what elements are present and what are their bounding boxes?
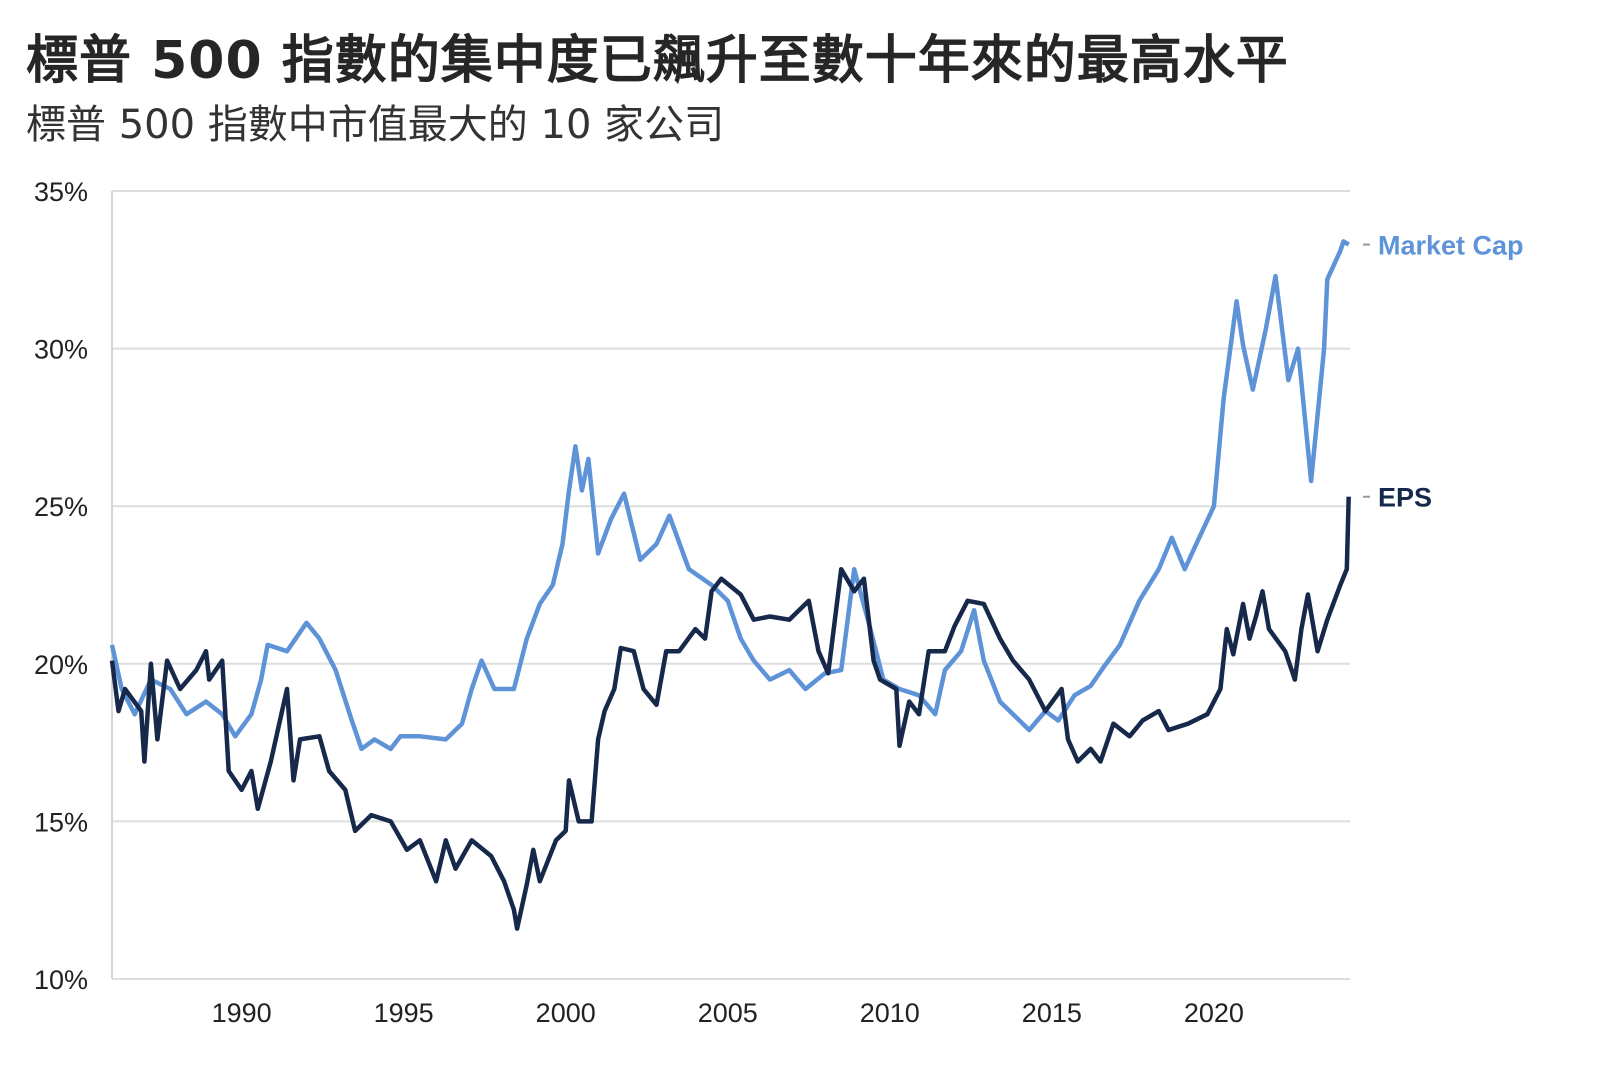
y-tick-label: 10% bbox=[34, 965, 88, 995]
chart-subtitle: 標普 500 指數中市值最大的 10 家公司 bbox=[26, 102, 725, 148]
x-tick-label: 1995 bbox=[374, 998, 434, 1028]
series-label: Market Cap bbox=[1378, 231, 1524, 261]
series-line-market-cap bbox=[109, 239, 1350, 752]
x-tick-label: 2020 bbox=[1184, 998, 1244, 1028]
y-tick-label: 25% bbox=[34, 492, 88, 522]
y-tick-label: 30% bbox=[34, 335, 88, 365]
x-tick-label: 2010 bbox=[860, 998, 920, 1028]
x-tick-label: 2005 bbox=[698, 998, 758, 1028]
series-labels: Market Cap EPS bbox=[1363, 231, 1524, 513]
y-tick-label: 20% bbox=[34, 650, 88, 680]
y-tick-label: 15% bbox=[34, 807, 88, 837]
x-axis-ticks: 1990 1995 2000 2005 2010 2015 2020 bbox=[212, 998, 1244, 1028]
gridlines bbox=[112, 190, 1350, 980]
chart-title: 標普 500 指數的集中度已飆升至數十年來的最高水平 bbox=[26, 31, 1289, 91]
series-line-eps bbox=[109, 496, 1351, 931]
x-tick-label: 2015 bbox=[1022, 998, 1082, 1028]
y-tick-label: 35% bbox=[34, 177, 88, 207]
series-label: EPS bbox=[1378, 483, 1432, 513]
y-axis-ticks: 35% 30% 25% 20% 15% 10% bbox=[34, 177, 88, 995]
x-tick-label: 2000 bbox=[536, 998, 596, 1028]
x-tick-label: 1990 bbox=[212, 998, 272, 1028]
series-lines bbox=[109, 239, 1351, 931]
